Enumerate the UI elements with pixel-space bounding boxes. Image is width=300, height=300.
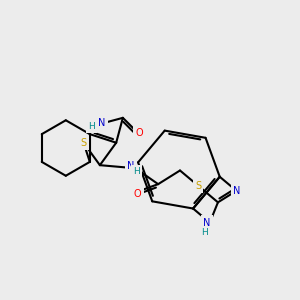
Text: O: O — [134, 189, 142, 199]
Text: H: H — [88, 122, 95, 131]
Text: N: N — [203, 218, 211, 227]
Text: N: N — [98, 118, 106, 128]
Text: O: O — [136, 128, 143, 138]
Text: H: H — [202, 228, 208, 237]
Text: N: N — [233, 186, 240, 196]
Text: S: S — [195, 181, 201, 191]
Text: S: S — [80, 138, 87, 148]
Text: H: H — [133, 167, 140, 176]
Text: N: N — [127, 160, 134, 171]
